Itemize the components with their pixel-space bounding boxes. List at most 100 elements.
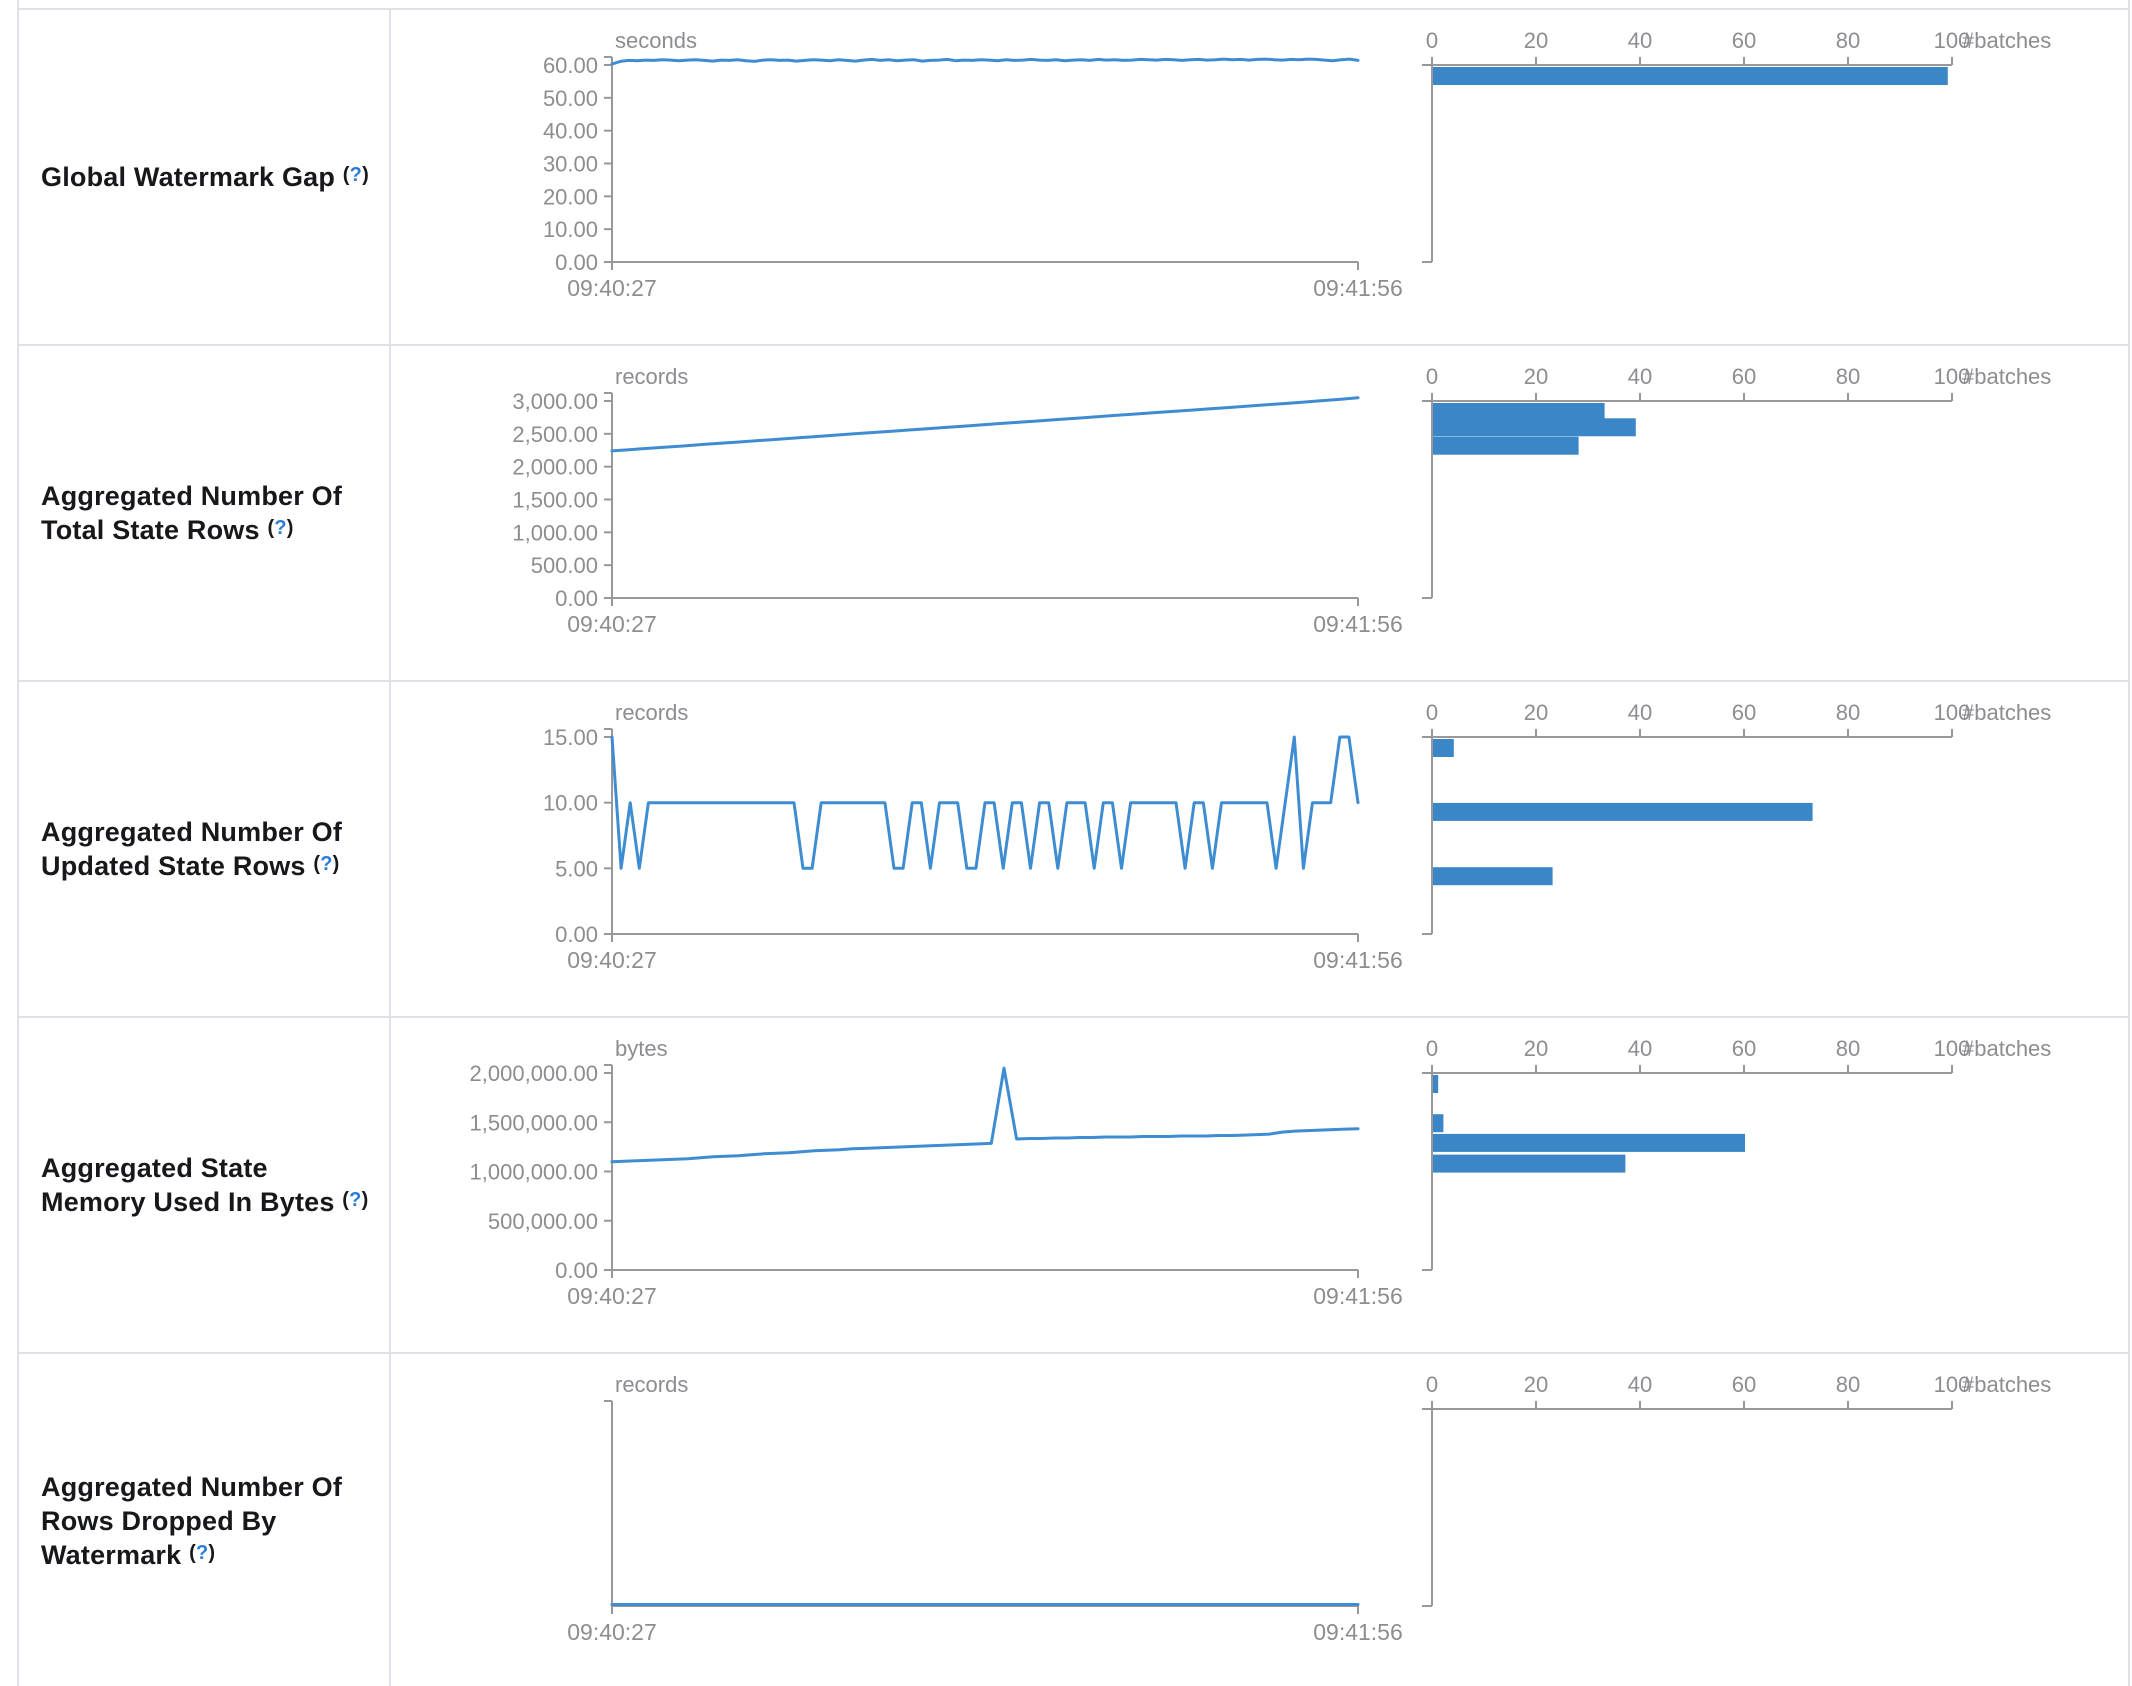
histogram-bars	[1433, 739, 1813, 886]
timeline-axes	[604, 56, 1359, 270]
metric-label: Aggregated State Memory Used In Bytes (?…	[41, 1151, 371, 1219]
help-question-link[interactable]: ?	[349, 163, 363, 186]
timeline-x-start-label: 09:40:27	[567, 611, 657, 637]
metric-chart-cell: records 15.00 10.00 5.00 0.00 09:40:27 09:41:5…	[391, 682, 2128, 1016]
help-question-link[interactable]: ?	[195, 1542, 209, 1564]
help-paren-open: (	[342, 1189, 350, 1211]
histogram-axes	[1422, 57, 1953, 263]
timeline-y-tick-label: 1,500,000.00	[470, 1110, 598, 1135]
timeline-unit-label: seconds	[615, 28, 697, 53]
histogram-bar	[1433, 436, 1579, 455]
histogram-bar	[1433, 802, 1813, 821]
histogram-x-tick-label: 80	[1836, 28, 1860, 53]
help-paren-open: (	[267, 517, 275, 539]
metric-label-cell: Aggregated State Memory Used In Bytes (?…	[19, 1018, 391, 1352]
metric-label: Aggregated Number Of Total State Rows (?…	[41, 479, 371, 547]
histogram-bars	[1433, 1075, 1745, 1173]
histogram-labels: 0 20 40 60 80 100#batches	[1426, 364, 2051, 389]
histogram-x-tick-label: 100	[1934, 1372, 1971, 1397]
metric-label-text: Aggregated Number Of Updated State Rows	[41, 816, 343, 881]
timeline-y-tick-label: 20.00	[543, 184, 598, 209]
help-question-link[interactable]: ?	[349, 1189, 362, 1211]
help-paren-open: (	[313, 853, 321, 875]
help-paren-open: (	[342, 163, 350, 186]
timeline-axes	[604, 1400, 1359, 1614]
metric-charts: bytes 2,000,000.00 1,500,000.00 1,000,000.0…	[470, 1036, 2052, 1309]
histogram-labels: 0 20 40 60 80 100#batches	[1426, 28, 2051, 53]
timeline-x-end-label: 09:41:56	[1313, 1283, 1403, 1309]
histogram-unit-label: #batches	[1962, 1036, 2051, 1061]
histogram-unit-label: #batches	[1962, 28, 2051, 53]
histogram-x-tick-label: 40	[1628, 28, 1652, 53]
timeline-unit-label: records	[615, 1372, 688, 1397]
metric-row: Global Watermark Gap (?) seconds 60.00 50.0…	[19, 10, 2128, 346]
timeline-y-tick-label: 2,000.00	[512, 455, 598, 480]
histogram-bar	[1433, 418, 1636, 437]
histogram-unit-label: #batches	[1962, 1372, 2051, 1397]
table-top-row-sliver	[19, 0, 2128, 10]
metric-chart-cell: records 09:40:27 09:41:56 0 20 40 60 80 100 #batc…	[391, 1354, 2128, 1686]
metric-charts: records 09:40:27 09:41:56 0 20 40 60 80 100#batc…	[567, 1372, 2051, 1645]
histogram-x-tick-label: 0	[1426, 364, 1438, 389]
histogram-x-tick-label: 0	[1426, 700, 1438, 725]
timeline-x-start-label: 09:40:27	[567, 1619, 657, 1645]
timeline-y-tick-label: 10.00	[543, 791, 598, 816]
histogram-x-tick-label: 20	[1524, 364, 1548, 389]
histogram-bar	[1433, 403, 1605, 421]
metric-label-cell: Aggregated Number Of Total State Rows (?…	[19, 346, 391, 680]
metric-chart-cell: records 3,000.00 2,500.00 2,000.00 1,500.00 1…	[391, 346, 2128, 680]
metric-label-text: Aggregated Number Of Total State Rows	[41, 480, 343, 545]
metric-rows-container: Global Watermark Gap (?) seconds 60.00 50.0…	[19, 10, 2128, 1686]
histogram-bars	[1433, 403, 1636, 455]
metric-label-text: Global Watermark Gap	[41, 161, 343, 192]
timeline-y-tick-label: 60.00	[543, 53, 598, 78]
timeline-x-end-label: 09:41:56	[1313, 275, 1403, 301]
help-paren-close: )	[362, 163, 369, 186]
timeline-x-end-label: 09:41:56	[1313, 1619, 1403, 1645]
timeline-x-end-label: 09:41:56	[1313, 947, 1403, 973]
help-paren-close: )	[361, 1189, 369, 1211]
histogram-x-tick-label: 40	[1628, 1036, 1652, 1061]
histogram-x-tick-label: 80	[1836, 700, 1860, 725]
help-tooltip: (?)	[342, 1189, 368, 1211]
histogram-bar	[1433, 1133, 1745, 1152]
timeline-unit-label: records	[615, 364, 688, 389]
metric-row: Aggregated Number Of Updated State Rows …	[19, 682, 2128, 1018]
histogram-x-tick-label: 40	[1628, 700, 1652, 725]
timeline-y-tick-label: 1,500.00	[512, 488, 598, 513]
timeline-y-tick-label: 40.00	[543, 119, 598, 144]
histogram-x-tick-label: 80	[1836, 1372, 1860, 1397]
timeline-y-tick-label: 0.00	[555, 1258, 598, 1283]
histogram-x-tick-label: 0	[1426, 1372, 1438, 1397]
histogram-x-tick-label: 80	[1836, 1036, 1860, 1061]
histogram-bar	[1433, 67, 1948, 85]
histogram-bar	[1433, 867, 1553, 886]
timeline-axes	[604, 392, 1359, 606]
histogram-x-tick-label: 40	[1628, 364, 1652, 389]
histogram-x-tick-label: 100	[1934, 364, 1971, 389]
timeline-axes	[604, 1064, 1359, 1278]
help-paren-close: )	[332, 853, 340, 875]
timeline-y-tick-label: 50.00	[543, 86, 598, 111]
timeline-y-tick-label: 0.00	[555, 922, 598, 947]
histogram-labels: 0 20 40 60 80 100#batches	[1426, 1372, 2051, 1397]
timeline-line-series	[610, 735, 1360, 870]
timeline-labels: seconds 60.00 50.00 40.00 30.00 20.00 10.00 0.0…	[543, 28, 1403, 301]
timeline-x-start-label: 09:40:27	[567, 947, 657, 973]
help-tooltip: (?)	[313, 853, 339, 875]
histogram-x-tick-label: 80	[1836, 364, 1860, 389]
timeline-x-start-label: 09:40:27	[567, 275, 657, 301]
timeline-y-tick-label: 1,000.00	[512, 520, 598, 545]
timeline-y-tick-label: 0.00	[555, 250, 598, 275]
metric-row: Aggregated Number Of Rows Dropped By Wat…	[19, 1354, 2128, 1686]
histogram-labels: 0 20 40 60 80 100#batches	[1426, 1036, 2051, 1061]
metric-label-text: Aggregated Number Of Rows Dropped By Wat…	[41, 1471, 343, 1570]
timeline-y-tick-label: 3,000.00	[512, 389, 598, 414]
timeline-line-series	[610, 1066, 1360, 1164]
help-tooltip: (?)	[343, 164, 369, 186]
help-question-link[interactable]: ?	[274, 517, 287, 539]
help-question-link[interactable]: ?	[320, 853, 333, 875]
metric-label: Global Watermark Gap (?)	[41, 160, 369, 194]
